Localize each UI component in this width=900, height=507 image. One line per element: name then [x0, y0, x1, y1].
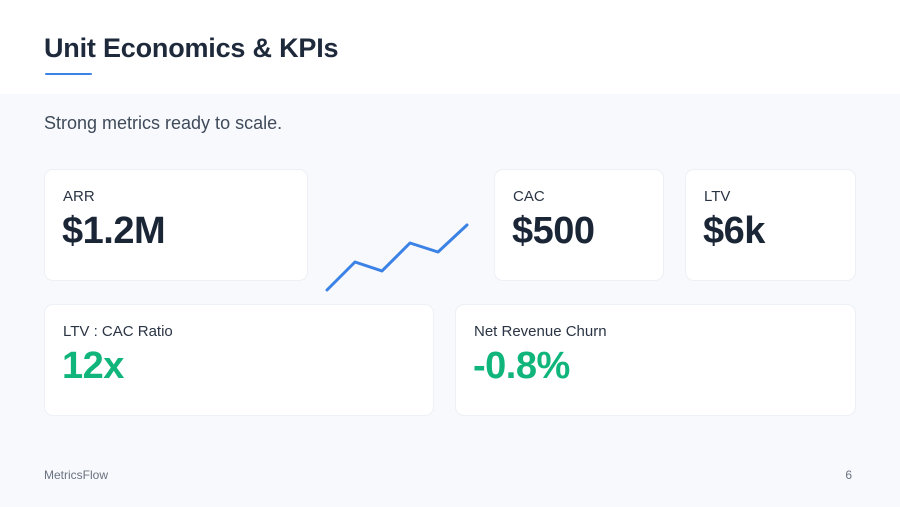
- net-revenue-churn-card: Net Revenue Churn -0.8%: [456, 305, 855, 415]
- arr-card: ARR $1.2M: [45, 170, 307, 280]
- trend-line-icon: [325, 223, 469, 292]
- arr-label: ARR: [63, 188, 95, 205]
- ltv-cac-ratio-card: LTV : CAC Ratio 12x: [45, 305, 433, 415]
- footer-brand: MetricsFlow: [44, 468, 109, 482]
- ltv-cac-ratio-value: 12x: [62, 345, 124, 387]
- cac-card: CAC $500: [495, 170, 663, 280]
- net-revenue-churn-label: Net Revenue Churn: [474, 323, 607, 340]
- ltv-value: $6k: [703, 210, 765, 252]
- ltv-cac-ratio-label: LTV : CAC Ratio: [63, 323, 173, 340]
- page-number: 6: [845, 468, 852, 482]
- net-revenue-churn-value: -0.8%: [473, 345, 570, 387]
- ltv-label: LTV: [704, 188, 731, 205]
- ltv-card: LTV $6k: [686, 170, 855, 280]
- arr-value: $1.2M: [62, 210, 166, 252]
- cac-label: CAC: [513, 188, 545, 205]
- slide-header: Unit Economics & KPIs: [0, 0, 900, 94]
- slide-title: Unit Economics & KPIs: [44, 33, 339, 63]
- cac-value: $500: [512, 210, 595, 252]
- slide-subtitle: Strong metrics ready to scale.: [44, 113, 283, 133]
- title-underline: [45, 73, 92, 75]
